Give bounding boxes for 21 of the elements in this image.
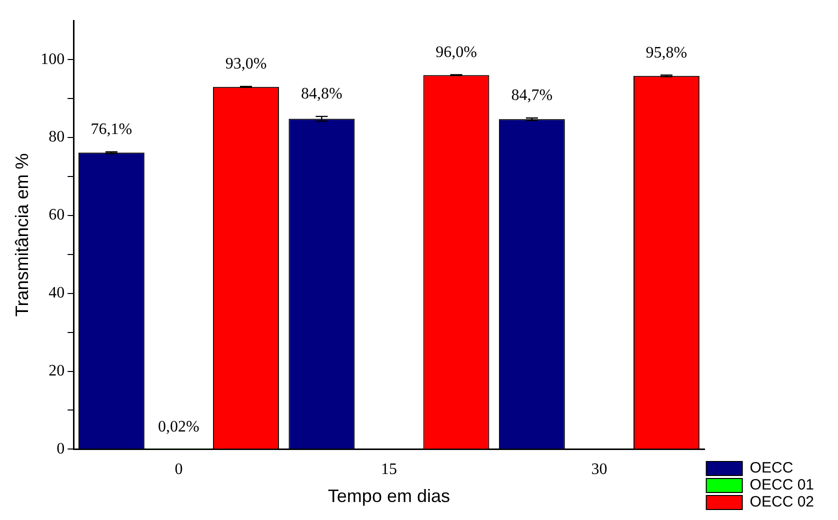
y-tick-label: 40 xyxy=(48,284,65,302)
legend-label: OECC xyxy=(750,460,794,477)
data-label: 84,7% xyxy=(511,87,553,104)
y-tick-label: 100 xyxy=(40,50,65,68)
y-tick-label: 80 xyxy=(48,128,65,146)
x-tick-label: 15 xyxy=(380,461,397,478)
y-tick-label: 0 xyxy=(56,440,65,458)
data-label: 84,8% xyxy=(301,86,342,103)
x-tick-label: 30 xyxy=(591,461,608,478)
legend-label: OECC 02 xyxy=(750,494,814,511)
data-label: 93,0% xyxy=(225,56,267,73)
legend-label: OECC 01 xyxy=(750,476,814,494)
y-tick-label: 60 xyxy=(48,206,65,224)
data-label: 0,02% xyxy=(158,418,200,436)
y-axis-title: Transmitância em % xyxy=(12,153,32,317)
data-label: 95,8% xyxy=(646,44,688,62)
x-axis-title: Tempo em dias xyxy=(328,486,450,506)
data-label: 96,0% xyxy=(436,44,477,61)
data-label: 76,1% xyxy=(90,121,132,138)
y-tick-label: 20 xyxy=(48,362,65,380)
x-tick-label: 0 xyxy=(174,461,183,478)
